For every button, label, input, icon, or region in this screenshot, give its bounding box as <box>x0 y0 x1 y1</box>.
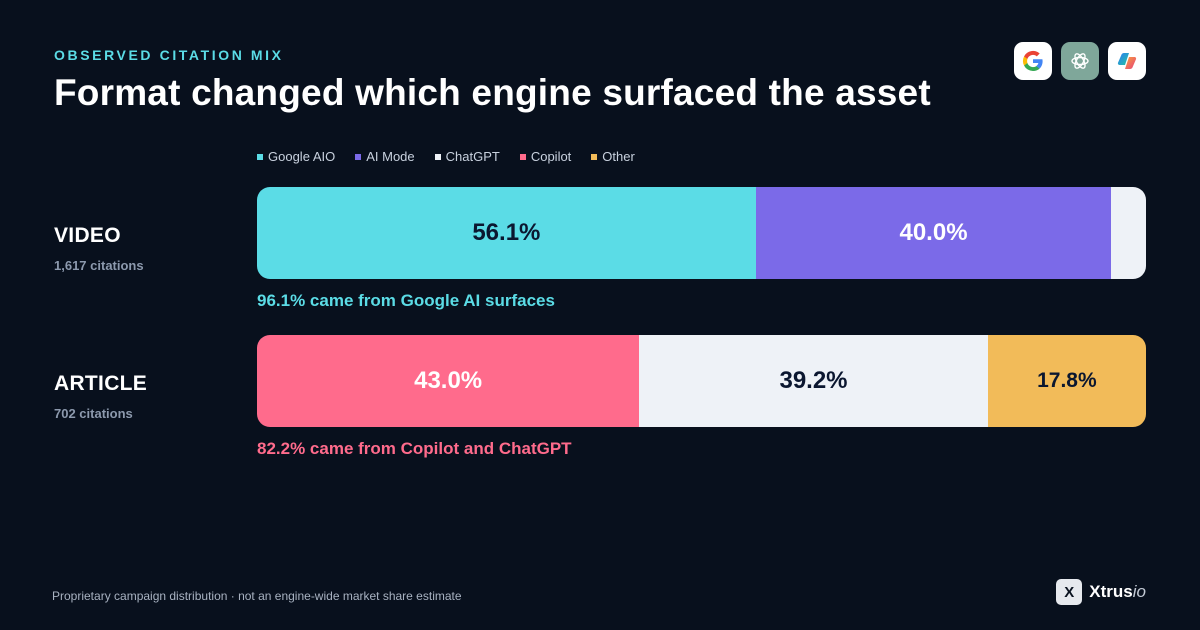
legend-label: Google AIO <box>268 149 336 164</box>
chatgpt-icon <box>1061 42 1099 80</box>
bar-segment-chatgpt: 39.2% <box>639 335 988 427</box>
row-name: VIDEO <box>54 224 121 247</box>
eyebrow: OBSERVED CITATION MIX <box>54 47 284 63</box>
legend-item: Google AIO <box>257 149 335 164</box>
row-label-video: VIDEO 1,617 citations <box>54 224 144 273</box>
legend-item: ChatGPT <box>434 149 500 164</box>
data-label: 56.1% <box>472 219 541 246</box>
footnote: Proprietary campaign distribution · not … <box>52 589 462 603</box>
brand: X Xtrusio <box>1056 579 1146 605</box>
brand-name: Xtrusio <box>1089 582 1146 602</box>
bar-segment-google-aio: 56.1% <box>257 187 756 279</box>
bar-note: 82.2% came from Copilot and ChatGPT <box>257 439 572 458</box>
row-label-article: ARTICLE 702 citations <box>54 372 147 421</box>
bar-segment-chatgpt <box>1111 187 1146 279</box>
legend-label: Other <box>602 149 635 164</box>
brand-name-main: Xtrus <box>1089 582 1133 601</box>
data-label: 40.0% <box>899 219 968 246</box>
bar-segment-other: 17.8% <box>987 335 1146 427</box>
data-label: 17.8% <box>1037 369 1097 392</box>
legend-swatch <box>257 153 263 160</box>
legend-swatch <box>519 153 526 160</box>
legend-swatch <box>355 153 362 160</box>
legend-swatch <box>591 153 598 160</box>
legend-swatch <box>434 153 441 160</box>
legend-label: AI Mode <box>366 149 415 164</box>
chart-legend: Google AIO AI Mode ChatGPT Copilot Other <box>257 149 635 164</box>
brand-logo-icon: X <box>1056 579 1083 605</box>
legend-item: Copilot <box>519 149 572 164</box>
copilot-icon <box>1108 42 1146 80</box>
engine-logos <box>1014 42 1146 80</box>
page-title: Format changed which engine surfaced the… <box>54 72 931 113</box>
row-count: 702 citations <box>54 406 133 421</box>
legend-label: ChatGPT <box>445 149 500 164</box>
bar-segment-copilot: 43.0% <box>257 335 640 427</box>
legend-item: AI Mode <box>355 149 415 164</box>
bar-note: 96.1% came from Google AI surfaces <box>257 291 555 310</box>
row-name: ARTICLE <box>54 372 148 395</box>
legend-item: Other <box>591 149 635 164</box>
data-label: 39.2% <box>779 367 848 394</box>
stacked-bar-article: 43.0% 39.2% 17.8% <box>257 335 1146 427</box>
bar-segment-ai-mode: 40.0% <box>755 187 1112 279</box>
data-label: 43.0% <box>414 367 483 394</box>
row-count: 1,617 citations <box>54 258 144 273</box>
legend-label: Copilot <box>530 149 572 164</box>
brand-name-suffix: io <box>1132 582 1146 601</box>
google-icon <box>1014 42 1052 80</box>
stacked-bar-video: 56.1% 40.0% <box>257 187 1146 279</box>
